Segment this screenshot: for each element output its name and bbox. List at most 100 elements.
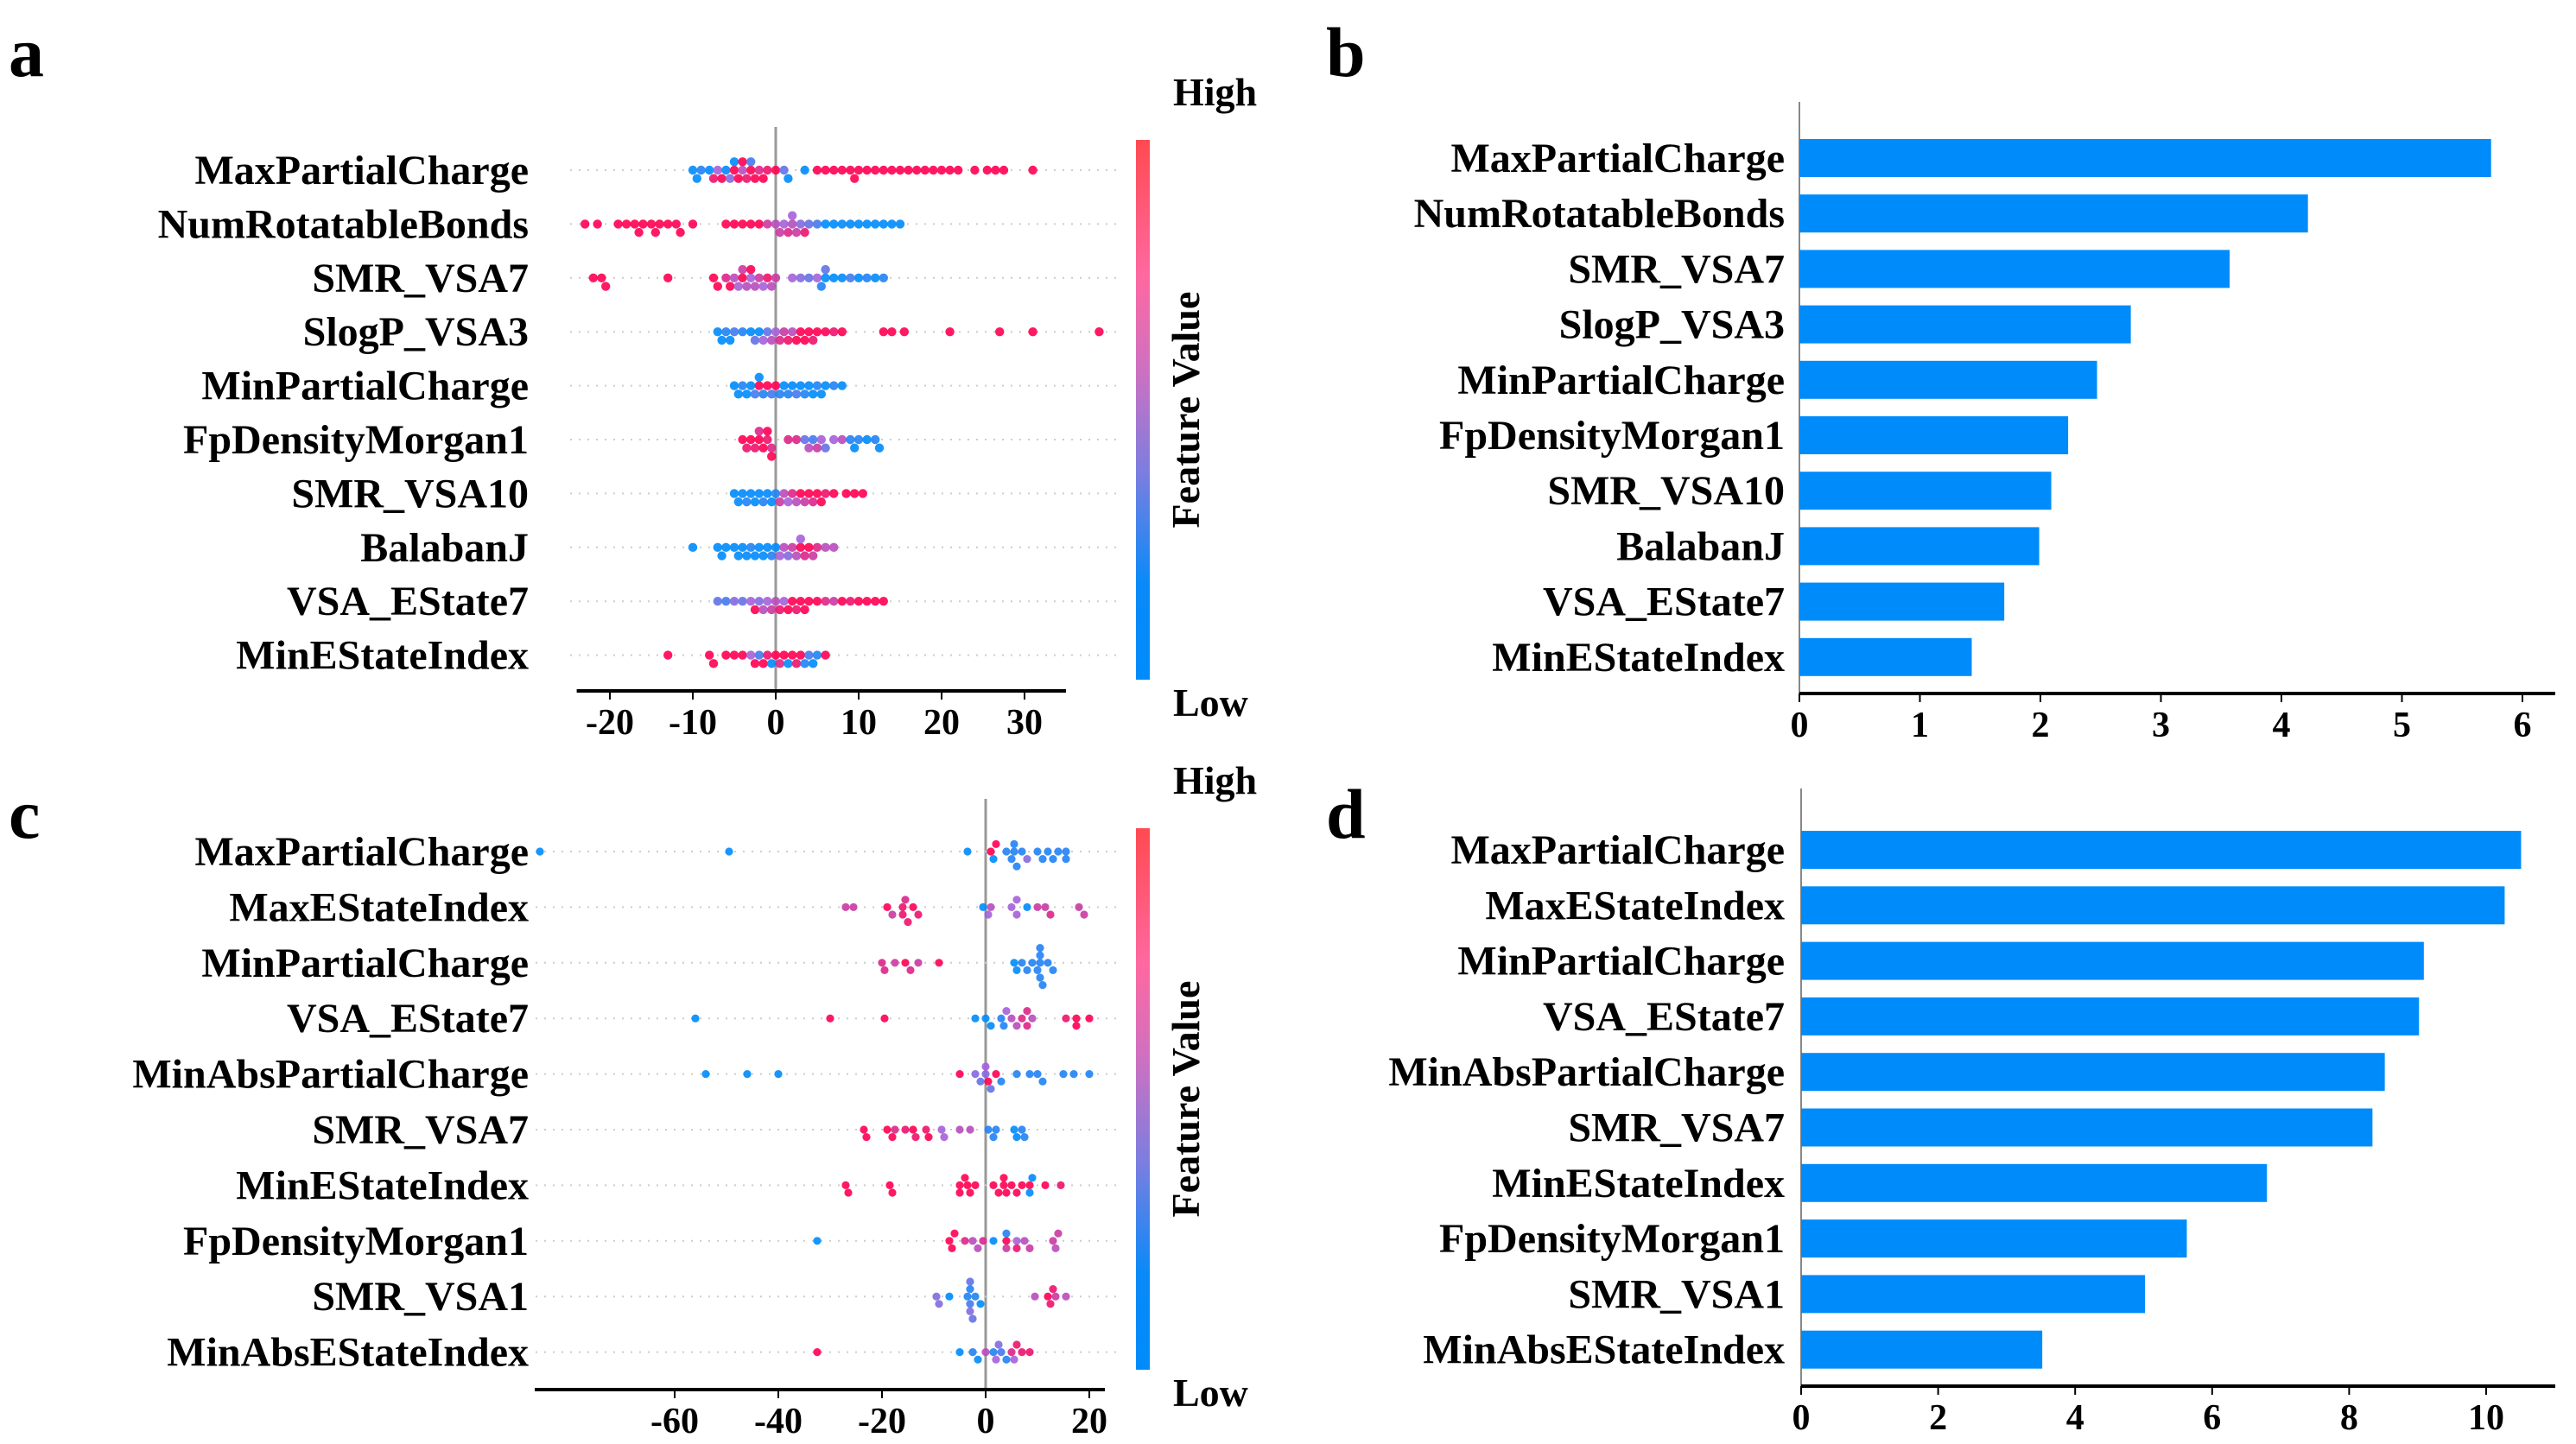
shap-point <box>829 381 839 390</box>
shap-point <box>1051 1244 1060 1253</box>
shap-point <box>791 227 802 238</box>
x-tick-label: 10 <box>841 703 877 743</box>
shap-point <box>1044 847 1052 856</box>
shap-point <box>729 219 739 229</box>
shap-point <box>999 1022 1008 1030</box>
shap-point <box>812 273 822 282</box>
shap-point <box>750 605 760 615</box>
shap-point <box>775 659 784 668</box>
shap-point <box>955 1348 964 1357</box>
shap-point <box>791 434 802 445</box>
shap-point <box>1062 847 1070 856</box>
shap-point <box>1007 1181 1016 1189</box>
shap-point <box>1028 1014 1037 1023</box>
shap-point <box>920 165 930 175</box>
x-tick-label: 10 <box>2468 1398 2504 1438</box>
shap-point <box>784 227 793 238</box>
x-tick-label: 30 <box>1006 703 1043 743</box>
shap-point <box>1069 1070 1078 1079</box>
shap-point <box>1012 1133 1021 1142</box>
shap-point <box>754 273 764 282</box>
shap-point <box>994 1188 1003 1197</box>
shap-point <box>754 219 764 229</box>
shap-point <box>1012 1022 1021 1030</box>
shap-point <box>1033 847 1042 856</box>
shap-point <box>800 165 809 175</box>
shap-point <box>966 1307 974 1316</box>
shap-point <box>887 327 897 337</box>
shap-point <box>791 659 802 668</box>
shap-point <box>1023 855 1031 864</box>
x-tick-label: 5 <box>2393 706 2411 745</box>
shap-point <box>796 542 805 552</box>
bar <box>1801 997 2420 1036</box>
shap-point <box>904 918 912 927</box>
shap-point <box>729 273 739 282</box>
shap-point <box>1002 1244 1011 1253</box>
shap-point <box>844 1188 853 1197</box>
bar <box>1801 1275 2146 1314</box>
shap-point <box>1025 1070 1034 1079</box>
shap-point <box>746 381 756 390</box>
shap-point <box>984 910 993 919</box>
shap-point <box>1010 847 1018 856</box>
shap-point <box>992 1355 1000 1364</box>
shap-point <box>837 597 847 606</box>
shap-point <box>1080 910 1088 919</box>
shap-point <box>1012 1070 1021 1079</box>
shap-point <box>771 489 781 498</box>
shap-point <box>746 650 756 660</box>
shap-point <box>1075 902 1083 911</box>
bar <box>1801 1053 2385 1092</box>
shap-point <box>597 273 606 282</box>
shap-point <box>738 327 747 337</box>
shap-point <box>746 327 756 337</box>
shap-point <box>1028 327 1037 337</box>
shap-point <box>932 1292 941 1301</box>
shap-point <box>696 165 706 175</box>
shap-point <box>846 434 855 445</box>
x-tick-label: 2 <box>2032 706 2050 745</box>
shap-point <box>813 1348 822 1357</box>
shap-point <box>979 902 987 911</box>
bar <box>1799 582 2005 621</box>
shap-point <box>1062 1292 1070 1301</box>
shap-point <box>613 219 623 229</box>
shap-point <box>812 489 822 498</box>
x-tick-label: 0 <box>1791 706 1809 745</box>
category-label: BalabanJ <box>1616 523 1785 569</box>
x-tick-label: 6 <box>2514 706 2532 745</box>
shap-point <box>1012 910 1021 919</box>
shap-point <box>914 910 923 919</box>
shap-point <box>788 597 797 606</box>
shap-point <box>821 165 830 175</box>
shap-point <box>788 273 797 282</box>
bar <box>1799 194 2308 233</box>
shap-point <box>779 597 789 606</box>
shap-point <box>879 273 888 282</box>
shap-point <box>860 1125 868 1134</box>
shap-point <box>1002 1229 1011 1238</box>
shap-point <box>763 542 772 552</box>
shap-point <box>829 219 839 229</box>
shap-point <box>1085 1070 1094 1079</box>
shap-point <box>1007 902 1016 911</box>
shap-point <box>989 1133 998 1142</box>
shap-point <box>837 327 847 337</box>
shap-point <box>775 605 784 615</box>
shap-point <box>771 381 781 390</box>
shap-point <box>829 597 839 606</box>
shap-point <box>729 650 739 660</box>
shap-point <box>738 381 747 390</box>
shap-point <box>1018 1014 1026 1023</box>
x-tick-label: 0 <box>767 703 785 743</box>
shap-point <box>721 597 731 606</box>
shap-point <box>767 390 777 399</box>
shap-point <box>779 381 789 390</box>
shap-point <box>721 327 731 337</box>
shap-point <box>733 282 743 291</box>
shap-point <box>796 489 805 498</box>
x-tick-label: 20 <box>923 703 960 743</box>
shap-beeswarm-panel-c: MaxPartialCharge MaxEStateIndex MinPartial… <box>132 758 1257 1441</box>
shap-point <box>1044 959 1052 967</box>
